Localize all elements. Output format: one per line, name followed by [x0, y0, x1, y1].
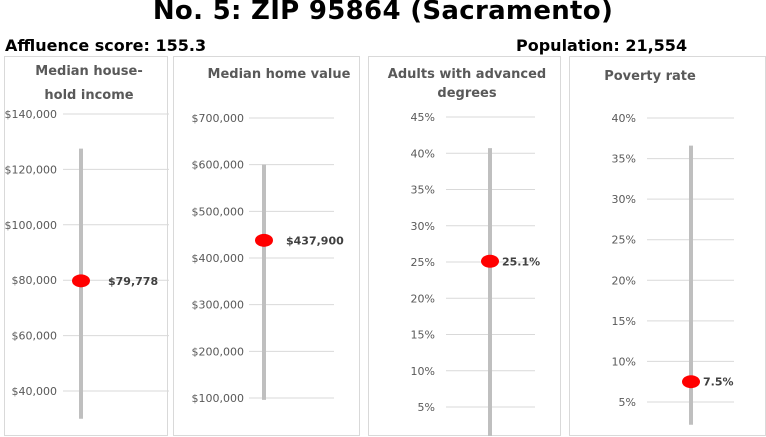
tick-label: 25%: [612, 234, 636, 247]
tick-label: 35%: [612, 153, 636, 166]
value-label: 25.1%: [502, 255, 540, 268]
tick-label: 5%: [418, 401, 435, 414]
chart-title: Poverty rate: [604, 69, 696, 84]
tick-label: $700,000: [192, 112, 245, 125]
tick-label: 10%: [411, 365, 435, 378]
tick-label: 30%: [411, 220, 435, 233]
tick-label: 35%: [411, 184, 435, 197]
tick-label: 20%: [612, 274, 636, 287]
chart-panel: Median home value $100,000 $200,000 $300,00…: [173, 56, 360, 436]
chart-panel: Adults with advanced degrees 5% 10% 15% 20% 25…: [368, 56, 561, 436]
tick-label: 40%: [411, 147, 435, 160]
chart-svg: Median home value $100,000 $200,000 $300,00…: [192, 67, 351, 405]
tick-label: 10%: [612, 355, 636, 368]
tick-label: $140,000: [5, 108, 57, 121]
value-dot: [255, 233, 273, 247]
value-label: 7.5%: [703, 376, 734, 389]
value-dot: [682, 375, 700, 389]
value-dot: [72, 274, 90, 288]
chart-title: degrees: [437, 86, 496, 101]
tick-label: 20%: [411, 292, 435, 305]
page-title: No. 5: ZIP 95864 (Sacramento): [152, 0, 614, 26]
population: Population: 21,554: [516, 36, 688, 55]
chart-svg: Poverty rate 5% 10% 15% 20% 25% 30% 35% 40% 7.5%: [604, 69, 734, 425]
chart-title: Median home value: [208, 67, 351, 82]
tick-label: $400,000: [192, 252, 245, 265]
tick-label: 40%: [612, 112, 636, 125]
tick-label: 5%: [619, 396, 636, 409]
chart-title: Median house-: [35, 64, 142, 79]
tick-label: $60,000: [12, 330, 58, 343]
value-label: $79,778: [108, 275, 158, 288]
tick-label: $200,000: [192, 345, 245, 358]
chart-svg: Adults with advanced degrees 5% 10% 15% 20% 25…: [388, 67, 546, 436]
chart-svg: Median house-hold income $40,000 $60,000 $8…: [5, 64, 169, 419]
tick-label: 15%: [612, 315, 636, 328]
tick-label: $80,000: [12, 274, 58, 287]
chart-title: hold income: [44, 88, 133, 103]
value-dot: [481, 254, 499, 268]
tick-label: $120,000: [5, 163, 57, 176]
tick-label: 25%: [411, 256, 435, 269]
tick-label: $500,000: [192, 205, 245, 218]
tick-label: 30%: [612, 193, 636, 206]
tick-label: $600,000: [192, 159, 245, 172]
tick-label: $100,000: [192, 392, 245, 405]
affluence-score: Affluence score: 155.3: [5, 36, 207, 55]
chart-panel: Median house-hold income $40,000 $60,000 $8…: [4, 56, 169, 436]
tick-label: $40,000: [12, 385, 58, 398]
tick-label: $300,000: [192, 299, 245, 312]
chart-panel: Poverty rate 5% 10% 15% 20% 25% 30% 35% 40% 7.5%: [569, 56, 766, 436]
tick-label: 15%: [411, 329, 435, 342]
tick-label: 45%: [411, 111, 435, 124]
chart-title: Adults with advanced: [388, 67, 546, 82]
tick-label: $100,000: [5, 219, 57, 232]
value-label: $437,900: [286, 234, 344, 247]
